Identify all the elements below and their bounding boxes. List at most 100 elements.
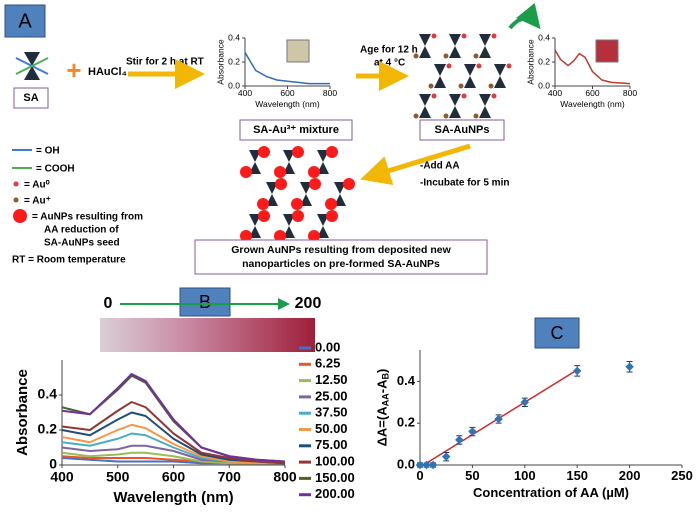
legend-label: 37.50 xyxy=(315,405,348,420)
point xyxy=(415,460,425,470)
dot xyxy=(461,33,467,39)
range-end: 200 xyxy=(295,295,322,312)
y-axis-label-part: -A xyxy=(375,379,390,393)
panel-label: A xyxy=(18,10,32,32)
unit xyxy=(249,214,261,226)
label-box xyxy=(419,119,505,141)
unit xyxy=(300,182,312,194)
dot xyxy=(275,178,287,190)
unit xyxy=(419,94,431,106)
dot xyxy=(443,113,449,119)
y-tick-label: 0.0 xyxy=(397,456,415,471)
x-tick-label: 700 xyxy=(218,468,242,484)
x-tick-label: 200 xyxy=(619,468,641,483)
x-tick-label: 100 xyxy=(514,468,536,483)
dot xyxy=(240,230,252,242)
dot xyxy=(326,146,338,158)
unit xyxy=(317,162,329,174)
dot xyxy=(488,83,494,89)
dot xyxy=(308,166,320,178)
dot xyxy=(326,210,338,222)
dot xyxy=(309,178,321,190)
x-axis-label: Wavelength (nm) xyxy=(560,99,625,109)
y-axis-label-part: AA xyxy=(381,393,391,407)
point xyxy=(441,452,451,461)
range-start: 0 xyxy=(104,295,113,312)
unit xyxy=(317,150,329,162)
series-line xyxy=(61,373,286,463)
unit xyxy=(266,194,278,206)
unit xyxy=(434,64,446,76)
panel-label-box xyxy=(179,287,231,317)
x-tick-label: 500 xyxy=(106,468,130,484)
plus: + xyxy=(66,55,81,85)
x-tick-label: 600 xyxy=(162,468,186,484)
unit xyxy=(249,226,261,238)
dot xyxy=(258,146,270,158)
unit xyxy=(449,94,461,106)
dot xyxy=(308,230,320,242)
unit xyxy=(464,64,476,76)
dot xyxy=(258,210,270,222)
panel-label: B xyxy=(199,292,211,312)
dot xyxy=(461,93,467,99)
unit xyxy=(249,150,261,162)
dot xyxy=(291,198,303,210)
legend-label: 25.00 xyxy=(315,388,348,403)
series-line xyxy=(244,52,330,85)
dot xyxy=(274,166,286,178)
unit xyxy=(479,34,491,46)
y-tick-label: 0.2 xyxy=(538,56,550,66)
legend-label: 75.00 xyxy=(315,437,348,452)
dot xyxy=(431,33,437,39)
x-tick-label: 400 xyxy=(238,88,252,98)
point xyxy=(520,398,530,407)
unit xyxy=(317,226,329,238)
x-tick-label: 600 xyxy=(280,88,294,98)
sa-molecule xyxy=(15,52,49,80)
dot xyxy=(257,198,269,210)
panel-label-box xyxy=(534,317,580,349)
step-text: Stir for 2 h at RT xyxy=(126,57,204,68)
y-axis-label: ΔA=(AAA-AB) xyxy=(375,369,391,447)
series-line xyxy=(61,423,285,465)
series-line xyxy=(554,49,631,85)
unit xyxy=(479,106,491,118)
step-text: -Add AA xyxy=(420,161,460,172)
step-text: Age for 12 h xyxy=(360,45,418,56)
y-tick-label: 0.2 xyxy=(228,56,240,66)
legend-label: 150.00 xyxy=(315,470,355,485)
legend-text: RT = Room temperature xyxy=(12,255,126,266)
vial-inset xyxy=(595,39,619,63)
unit xyxy=(334,182,346,194)
unit xyxy=(317,214,329,226)
dot xyxy=(428,83,434,89)
legend-label: 6.25 xyxy=(315,356,340,371)
result-text: nanoparticles on pre-formed SA-AuNPs xyxy=(242,258,440,270)
vial-strip xyxy=(100,318,315,352)
unit xyxy=(300,194,312,206)
x-tick-label: 400 xyxy=(50,468,74,484)
dot xyxy=(476,63,482,69)
dot xyxy=(413,113,419,119)
y-axis-label-part: B xyxy=(381,373,391,380)
unit xyxy=(419,106,431,118)
y-tick-label: 0.4 xyxy=(397,373,416,388)
unit xyxy=(283,214,295,226)
dot xyxy=(491,33,497,39)
dot xyxy=(443,53,449,59)
unit xyxy=(249,162,261,174)
dot xyxy=(491,93,497,99)
x-axis-label: Wavelength (nm) xyxy=(255,99,320,109)
point xyxy=(428,460,438,470)
x-tick-label: 0 xyxy=(416,468,423,483)
dot xyxy=(431,93,437,99)
point xyxy=(572,366,582,376)
unit xyxy=(283,150,295,162)
x-axis-label: Wavelength (nm) xyxy=(113,489,233,506)
x-tick-label: 250 xyxy=(671,468,693,483)
x-tick-label: 150 xyxy=(566,468,588,483)
y-tick-label: 0.4 xyxy=(38,386,58,402)
sa-label: SA xyxy=(23,92,38,104)
y-axis-label: Absorbance xyxy=(525,39,535,85)
